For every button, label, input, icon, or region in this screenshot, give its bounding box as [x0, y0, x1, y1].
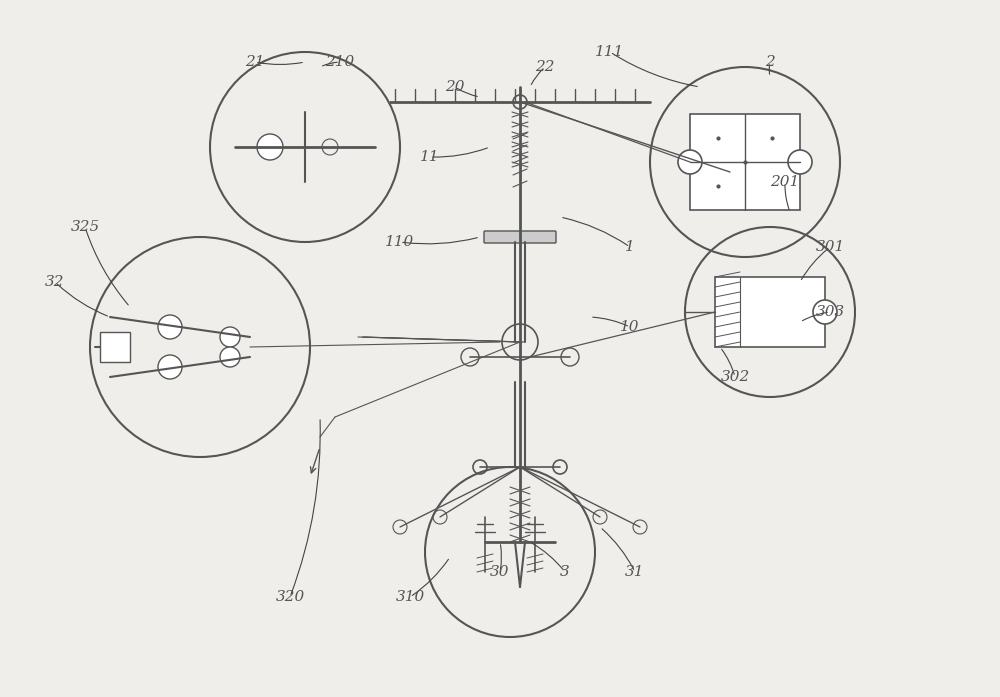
Text: 20: 20 [445, 80, 465, 94]
Text: 3: 3 [560, 565, 570, 579]
Circle shape [257, 134, 283, 160]
Circle shape [220, 347, 240, 367]
Circle shape [788, 150, 812, 174]
Text: 201: 201 [770, 175, 800, 189]
Circle shape [158, 355, 182, 379]
Text: 325: 325 [70, 220, 100, 234]
Text: 301: 301 [815, 240, 845, 254]
Bar [100, 332, 130, 362]
Text: 32: 32 [45, 275, 65, 289]
Text: 31: 31 [625, 565, 645, 579]
Circle shape [813, 300, 837, 324]
Text: 1: 1 [625, 240, 635, 254]
Text: 110: 110 [385, 235, 415, 249]
FancyBboxPatch shape [484, 231, 556, 243]
Text: 21: 21 [245, 55, 265, 69]
Text: 22: 22 [535, 60, 555, 74]
Circle shape [220, 327, 240, 347]
Text: 30: 30 [490, 565, 510, 579]
Text: 111: 111 [595, 45, 625, 59]
Text: 2: 2 [765, 55, 775, 69]
Bar [715, 277, 825, 347]
Text: 210: 210 [325, 55, 355, 69]
Text: 320: 320 [275, 590, 305, 604]
Text: 10: 10 [620, 320, 640, 334]
Text: 11: 11 [420, 150, 440, 164]
Circle shape [678, 150, 702, 174]
Text: 310: 310 [395, 590, 425, 604]
Circle shape [158, 315, 182, 339]
Bar [690, 114, 800, 210]
Text: 303: 303 [815, 305, 845, 319]
Text: 302: 302 [720, 370, 750, 384]
